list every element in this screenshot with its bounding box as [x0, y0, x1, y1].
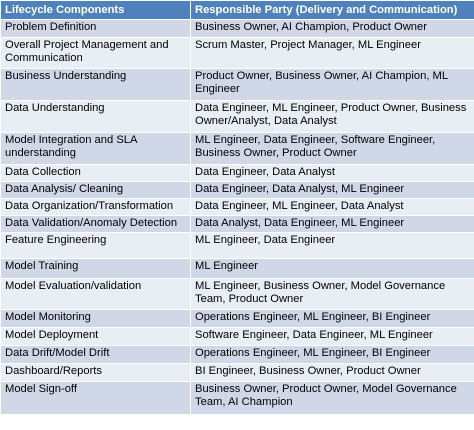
party-cell: Scrum Master, Project Manager, ML Engine…: [190, 37, 474, 69]
component-cell: Model Monitoring: [0, 309, 191, 328]
component-cell: Data Drift/Model Drift: [0, 345, 191, 364]
party-cell: Operations Engineer, ML Engineer, BI Eng…: [190, 345, 474, 364]
component-cell: Model Sign-off: [0, 381, 191, 415]
component-cell: Model Evaluation/validation: [0, 278, 191, 310]
party-cell: Data Engineer, ML Engineer, Data Analyst: [190, 198, 474, 216]
table-row: Overall Project Management and Communica…: [0, 37, 474, 69]
table-row: Model Monitoring Operations Engineer, ML…: [0, 309, 474, 328]
table-row: Dashboard/Reports BI Engineer, Business …: [0, 363, 474, 382]
component-cell: Feature Engineering: [0, 232, 191, 259]
party-cell: Data Engineer, Data Analyst: [190, 164, 474, 182]
table-row: Feature Engineering ML Engineer, Data En…: [0, 232, 474, 259]
table-row: Problem Definition Business Owner, AI Ch…: [0, 19, 474, 38]
party-cell: Data Engineer, ML Engineer, Product Owne…: [190, 100, 474, 133]
table-row: Model Integration and SLA understanding …: [0, 132, 474, 165]
component-cell: Data Analysis/ Cleaning: [0, 181, 191, 199]
party-cell: ML Engineer, Data Engineer: [190, 232, 474, 259]
component-cell: Data Validation/Anomaly Detection: [0, 215, 191, 233]
party-cell: Software Engineer, Data Engineer, ML Eng…: [190, 327, 474, 346]
party-cell: Business Owner, Product Owner, Model Gov…: [190, 381, 474, 415]
component-cell: Data Organization/Transformation: [0, 198, 191, 216]
component-cell: Overall Project Management and Communica…: [0, 37, 191, 69]
component-cell: Model Training: [0, 258, 191, 279]
header-lifecycle-components: Lifecycle Components: [0, 0, 191, 20]
party-cell: ML Engineer, Business Owner, Model Gover…: [190, 278, 474, 310]
party-cell: Data Engineer, Data Analyst, ML Engineer: [190, 181, 474, 199]
party-cell: Product Owner, Business Owner, AI Champi…: [190, 68, 474, 101]
header-row: Lifecycle Components Responsible Party (…: [0, 0, 474, 20]
component-cell: Data Understanding: [0, 100, 191, 133]
party-cell: Operations Engineer, ML Engineer, BI Eng…: [190, 309, 474, 328]
table-row: Data Drift/Model Drift Operations Engine…: [0, 345, 474, 364]
component-cell: Dashboard/Reports: [0, 363, 191, 382]
lifecycle-responsibility-table: Lifecycle Components Responsible Party (…: [0, 0, 474, 415]
table-row: Model Sign-off Business Owner, Product O…: [0, 381, 474, 415]
table-row: Business Understanding Product Owner, Bu…: [0, 68, 474, 101]
party-cell: Business Owner, AI Champion, Product Own…: [190, 19, 474, 38]
component-cell: Business Understanding: [0, 68, 191, 101]
table-row: Model Deployment Software Engineer, Data…: [0, 327, 474, 346]
table-row: Data Analysis/ Cleaning Data Engineer, D…: [0, 181, 474, 199]
component-cell: Model Integration and SLA understanding: [0, 132, 191, 165]
party-cell: ML Engineer: [190, 258, 474, 279]
table-row: Model Evaluation/validation ML Engineer,…: [0, 278, 474, 310]
component-cell: Problem Definition: [0, 19, 191, 38]
party-cell: ML Engineer, Data Engineer, Software Eng…: [190, 132, 474, 165]
component-cell: Data Collection: [0, 164, 191, 182]
component-cell: Model Deployment: [0, 327, 191, 346]
party-cell: Data Analyst, Data Engineer, ML Engineer: [190, 215, 474, 233]
table-row: Data Understanding Data Engineer, ML Eng…: [0, 100, 474, 133]
table-row: Data Collection Data Engineer, Data Anal…: [0, 164, 474, 182]
table-row: Model Training ML Engineer: [0, 258, 474, 279]
party-cell: BI Engineer, Business Owner, Product Own…: [190, 363, 474, 382]
table-row: Data Organization/Transformation Data En…: [0, 198, 474, 216]
header-responsible-party: Responsible Party (Delivery and Communic…: [190, 0, 474, 20]
table-row: Data Validation/Anomaly Detection Data A…: [0, 215, 474, 233]
